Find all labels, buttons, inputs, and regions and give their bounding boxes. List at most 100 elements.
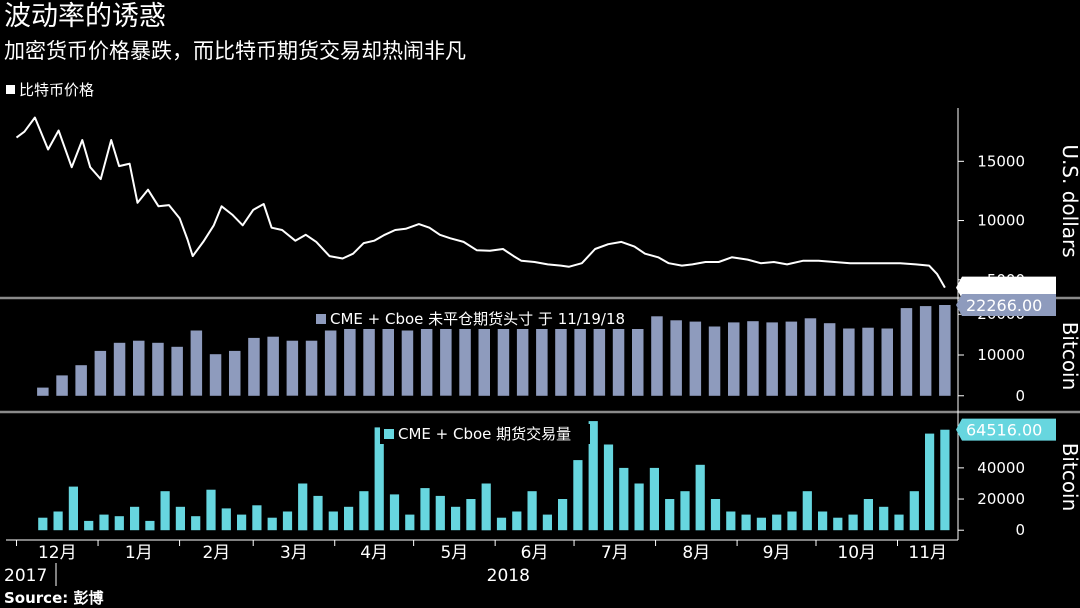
x-month-label: 4月	[360, 543, 388, 563]
volume-bar	[925, 433, 935, 531]
open-interest-bar	[497, 322, 510, 396]
last-value-label: 22266.00	[966, 296, 1042, 315]
volume-bar	[328, 511, 338, 531]
open-interest-bar	[823, 323, 836, 396]
series-legend-bg	[380, 424, 590, 444]
y-tick-label: 10000	[977, 346, 1025, 364]
volume-bar	[130, 506, 140, 531]
open-interest-bar	[785, 321, 798, 396]
open-interest-bar	[209, 354, 222, 396]
volume-bar	[573, 460, 583, 531]
y-tick-label: 15000	[977, 152, 1025, 170]
open-interest-bar	[689, 321, 702, 396]
open-interest-bar	[555, 317, 567, 396]
open-interest-bar	[382, 326, 394, 396]
volume-bar	[344, 506, 354, 531]
open-interest-bar	[766, 322, 778, 396]
open-interest-bar	[708, 326, 721, 396]
x-month-label: 9月	[763, 543, 791, 563]
volume-bar	[558, 499, 568, 531]
volume-bar	[405, 514, 415, 531]
volume-bar	[603, 444, 614, 531]
x-month-label: 12月	[38, 543, 77, 563]
open-interest-bar	[939, 305, 951, 396]
x-month-label: 2月	[202, 543, 230, 563]
y-tick-label: 20000	[977, 490, 1025, 508]
volume-bar	[710, 499, 721, 531]
volume-bar	[435, 495, 445, 531]
volume-bar	[879, 506, 889, 531]
open-interest-bar	[747, 321, 759, 396]
open-interest-bar	[229, 350, 241, 396]
last-value-label: 64516.00	[966, 421, 1042, 440]
volume-bar	[359, 491, 369, 531]
open-interest-bar	[363, 328, 375, 396]
x-month-label: 8月	[682, 543, 710, 563]
volume-bar	[726, 511, 736, 531]
x-month-label: 7月	[601, 543, 629, 563]
open-interest-bar	[344, 326, 356, 396]
volume-bar	[695, 464, 705, 531]
volume-bar	[481, 483, 491, 531]
open-interest-bar	[574, 318, 586, 396]
open-interest-bar	[113, 342, 126, 396]
x-month-label: 1月	[125, 543, 153, 563]
open-interest-bar	[516, 319, 529, 396]
series-legend-bg	[312, 309, 648, 329]
open-interest-bar	[651, 316, 663, 396]
volume-bar	[237, 514, 247, 531]
open-interest-bar	[612, 316, 625, 396]
open-interest-bar	[728, 322, 740, 396]
volume-bar	[665, 499, 675, 531]
volume-bar	[496, 517, 507, 531]
x-month-label: 3月	[280, 543, 308, 563]
x-year-label: 2018	[487, 566, 530, 586]
volume-bar	[389, 494, 400, 531]
open-interest-bar	[171, 346, 183, 396]
volume-bar	[818, 511, 828, 531]
open-interest-bar	[94, 350, 107, 396]
volume-bar	[298, 483, 308, 531]
open-interest-bar	[324, 330, 337, 396]
volume-bar	[374, 427, 384, 531]
series-legend-swatch	[384, 429, 394, 439]
open-interest-bar	[632, 318, 644, 396]
last-value-flag	[956, 276, 1056, 299]
chart-title: 波动率的诱惑	[4, 1, 166, 32]
volume-bar	[833, 517, 843, 531]
volume-bar	[680, 491, 690, 531]
volume-bar	[542, 514, 552, 531]
volume-bar	[451, 506, 461, 531]
series-legend-label: CME + Cboe 期货交易量	[398, 425, 571, 443]
open-interest-bar	[37, 387, 49, 396]
last-value-flag	[956, 418, 1056, 441]
open-interest-bar	[190, 330, 203, 396]
series-legend-label: CME + Cboe 未平仓期货头寸 于 11/19/18	[330, 310, 625, 328]
open-interest-bar	[133, 340, 145, 396]
volume-bar	[741, 514, 751, 531]
open-interest-bar	[56, 375, 68, 396]
x-month-label: 6月	[521, 543, 549, 563]
open-interest-bar	[248, 337, 260, 396]
open-interest-bar	[152, 342, 164, 396]
open-interest-bar	[804, 318, 817, 396]
open-interest-bar	[305, 340, 318, 396]
open-interest-bar	[420, 321, 433, 396]
x-month-label: 10月	[837, 543, 876, 563]
volume-bar	[420, 488, 430, 531]
open-interest-bar	[881, 328, 893, 396]
volume-bar	[53, 511, 63, 531]
volume-bar	[114, 516, 124, 531]
y-tick-label: 0	[1015, 521, 1025, 539]
open-interest-bar	[440, 320, 452, 396]
open-interest-bar	[862, 327, 874, 396]
volume-bar	[160, 491, 170, 531]
volume-bar	[512, 511, 522, 531]
open-interest-bar	[75, 365, 87, 396]
open-interest-bar	[401, 330, 414, 396]
volume-bar	[863, 499, 873, 531]
volume-bar	[206, 489, 216, 531]
source-note: Source: 彭博	[4, 589, 104, 607]
price-line	[15, 116, 946, 289]
volume-bar	[466, 499, 476, 531]
